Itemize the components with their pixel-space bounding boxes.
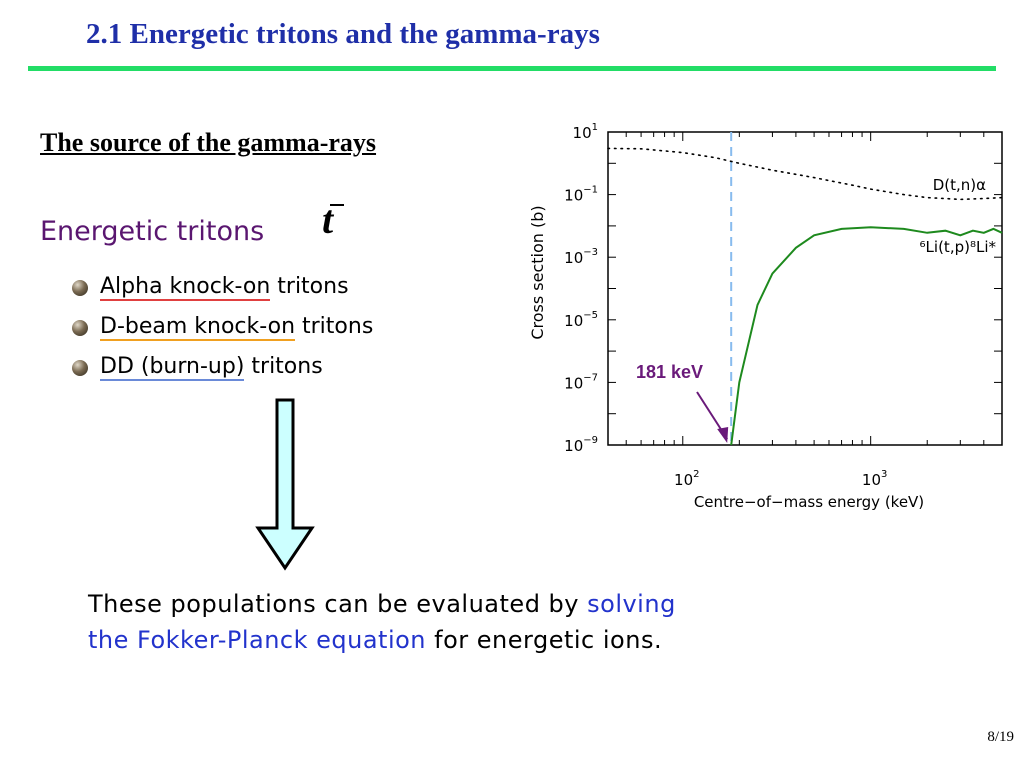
slide-title: 2.1 Energetic tritons and the gamma-rays xyxy=(86,18,600,50)
y-tick-label: 10−1 xyxy=(564,185,598,205)
energetic-tritons-label: Energetic tritons xyxy=(40,216,265,247)
bullet-underlined: D-beam knock-on xyxy=(100,314,296,341)
y-axis-label: Cross section (b) xyxy=(528,205,547,339)
x-axis-label: Centre−of−mass energy (keV) xyxy=(694,493,924,511)
series-label-li: ⁶Li(t,p)⁸Li* xyxy=(920,238,997,256)
bullet-sphere-icon xyxy=(72,280,88,296)
bullet-underlined: DD (burn-up) xyxy=(100,354,245,381)
conclusion-highlight-equation: the Fokker-Planck equation xyxy=(88,626,427,654)
triton-bar xyxy=(330,204,344,206)
y-tick-label: 10−7 xyxy=(564,372,598,392)
bullet-underlined: Alpha knock-on xyxy=(100,274,271,301)
x-tick-label: 102 xyxy=(674,469,699,489)
x-tick-label: 103 xyxy=(862,469,887,489)
annotation-arrowhead-icon xyxy=(717,427,729,443)
y-tick-label: 101 xyxy=(573,122,598,142)
bullet-sphere-icon xyxy=(72,360,88,376)
bullet-sphere-icon xyxy=(72,320,88,336)
triton-symbol: t xyxy=(322,200,344,240)
down-arrow-icon xyxy=(255,398,315,571)
y-tick-label: 10−5 xyxy=(564,310,598,330)
conclusion-text: These populations can be evaluated by so… xyxy=(88,586,676,658)
title-rule xyxy=(28,66,996,71)
annotation-181kev: 181 keV xyxy=(636,362,703,382)
conclusion-part1: These populations can be evaluated by xyxy=(88,590,588,618)
y-tick-label: 10−3 xyxy=(564,247,598,267)
page-number: 8/19 xyxy=(987,729,1014,745)
y-tick-label: 10−9 xyxy=(564,435,598,455)
conclusion-highlight-solving: solving xyxy=(587,590,676,618)
series-li6-tp-li8-line xyxy=(730,226,1003,446)
series-dtn-alpha-line xyxy=(607,147,1003,201)
conclusion-part4: for energetic ions. xyxy=(426,626,663,654)
bullet-rest: tritons xyxy=(270,274,349,299)
cross-section-chart: 101 10−1 10−3 10−5 10−7 10−9 102 103 Centre−of−m… xyxy=(528,122,1003,511)
bullet-rest: tritons xyxy=(244,354,323,379)
section-heading: The source of the gamma-rays xyxy=(40,128,377,157)
bullet-rest: tritons xyxy=(295,314,374,339)
series-label-dtn: D(t,n)α xyxy=(933,176,986,194)
